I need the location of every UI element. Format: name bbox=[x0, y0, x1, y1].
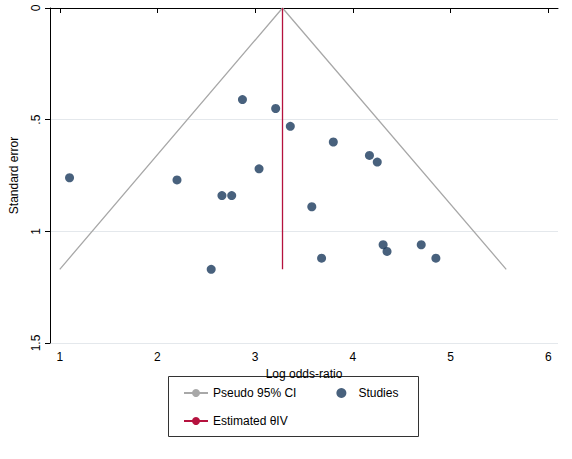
svg-text:0: 0 bbox=[29, 4, 43, 11]
svg-text:Log odds-ratio: Log odds-ratio bbox=[266, 367, 343, 381]
svg-text:2: 2 bbox=[154, 350, 161, 364]
svg-text:Estimated θIV: Estimated θIV bbox=[213, 414, 288, 428]
svg-text:Standard error: Standard error bbox=[7, 137, 21, 214]
svg-text:Studies: Studies bbox=[358, 386, 398, 400]
svg-text:1.5: 1.5 bbox=[29, 334, 43, 351]
svg-text:4: 4 bbox=[350, 350, 357, 364]
svg-text:3: 3 bbox=[252, 350, 259, 364]
svg-text:6: 6 bbox=[545, 350, 552, 364]
svg-text:.5: .5 bbox=[29, 114, 43, 124]
svg-text:5: 5 bbox=[447, 350, 454, 364]
svg-text:Pseudo 95% CI: Pseudo 95% CI bbox=[213, 386, 296, 400]
svg-text:1: 1 bbox=[29, 228, 43, 235]
svg-text:1: 1 bbox=[56, 350, 63, 364]
